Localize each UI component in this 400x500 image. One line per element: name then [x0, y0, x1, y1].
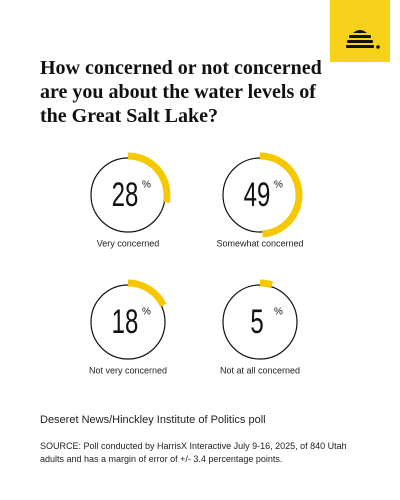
value-label: 18 — [112, 303, 139, 341]
gauge-ring — [222, 284, 298, 360]
value-unit: % — [142, 307, 151, 318]
chart-title: How concerned or not concerned are you a… — [40, 57, 322, 127]
gauge-arc — [259, 152, 303, 238]
gauge-arc — [127, 152, 171, 203]
value-unit: % — [274, 180, 283, 191]
gauge-arc — [259, 279, 274, 289]
source-note: SOURCE: Poll conducted by HarrisX Intera… — [40, 441, 347, 464]
value-unit: % — [142, 180, 151, 191]
category-label: Somewhat concerned — [216, 238, 303, 248]
category-label: Not very concerned — [89, 365, 167, 375]
logo-icon — [346, 30, 380, 49]
gauge-arc — [127, 279, 167, 308]
poll-credit: Deseret News/Hinckley Institute of Polit… — [40, 414, 266, 426]
value-label: 28 — [112, 176, 139, 214]
value-label: 5 — [250, 303, 263, 341]
category-label: Not at all concerned — [220, 365, 300, 375]
value-unit: % — [274, 307, 283, 318]
category-label: Very concerned — [97, 238, 160, 248]
value-label: 49 — [244, 176, 271, 214]
